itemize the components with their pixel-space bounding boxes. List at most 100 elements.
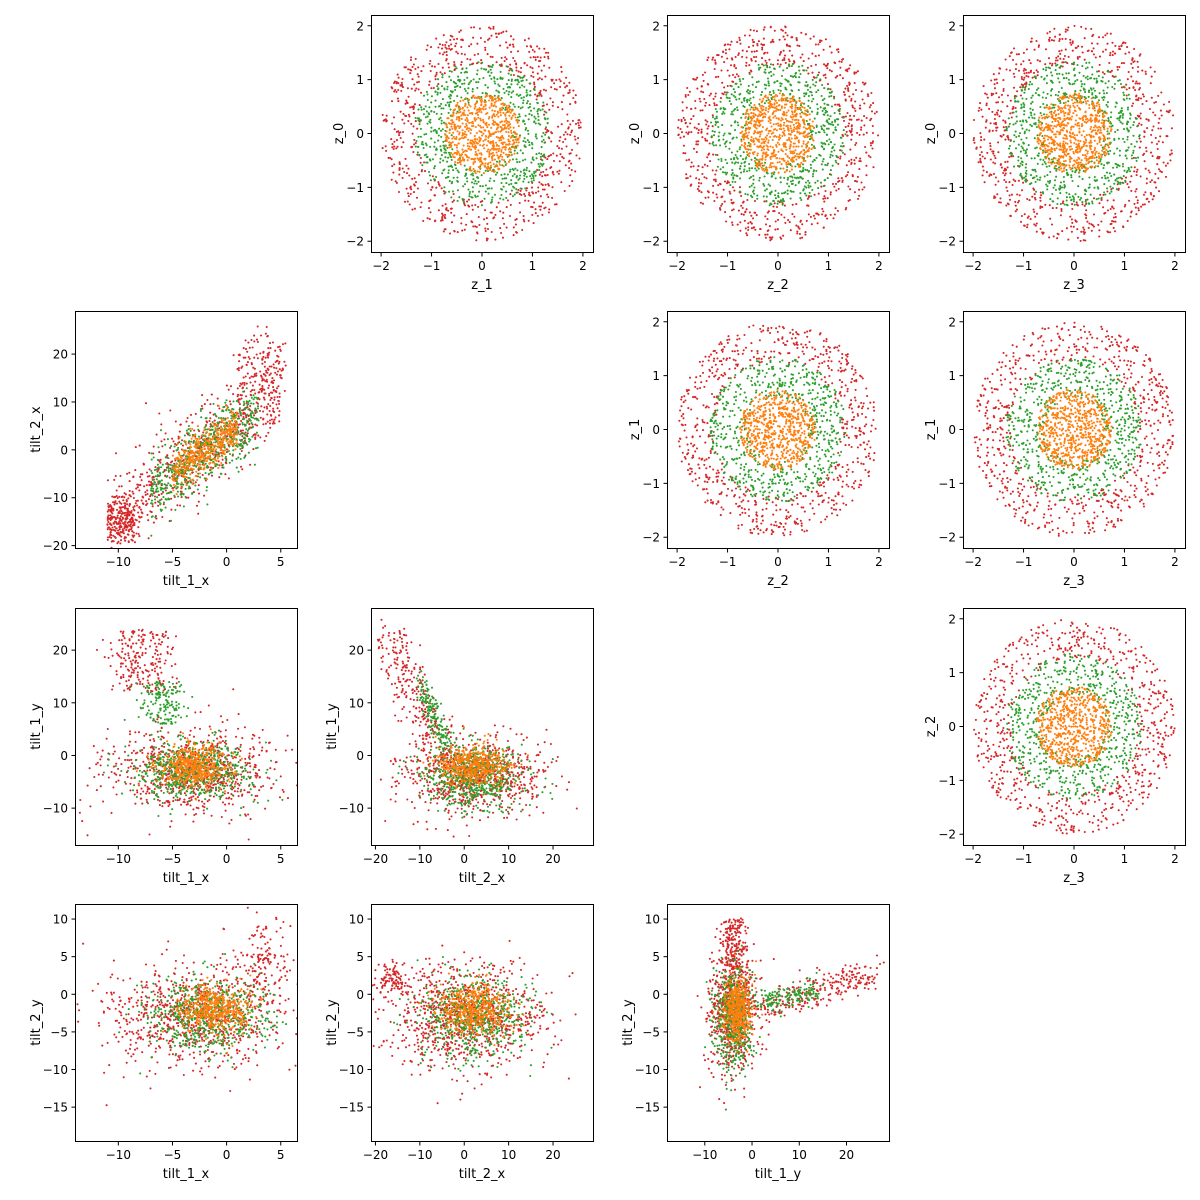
scatter-point bbox=[778, 143, 781, 146]
scatter-point bbox=[1059, 57, 1062, 60]
scatter-point bbox=[1131, 66, 1134, 69]
scatter-point bbox=[1012, 140, 1016, 143]
scatter-point bbox=[776, 62, 779, 66]
scatter-point bbox=[459, 159, 462, 162]
scatter-point bbox=[447, 175, 450, 178]
scatter-point bbox=[829, 88, 832, 91]
scatter-point bbox=[750, 111, 753, 114]
scatter-point bbox=[410, 188, 413, 191]
scatter-point bbox=[742, 151, 745, 154]
scatter-point bbox=[791, 111, 794, 114]
scatter-point bbox=[1131, 80, 1135, 83]
scatter-point bbox=[454, 65, 457, 68]
scatter-point bbox=[505, 30, 508, 33]
scatter-point bbox=[1036, 74, 1039, 77]
scatter-point bbox=[562, 94, 565, 97]
scatter-point bbox=[1128, 97, 1131, 100]
scatter-point bbox=[719, 144, 722, 147]
scatter-point bbox=[734, 76, 737, 79]
scatter-point bbox=[826, 217, 829, 220]
scatter-point bbox=[472, 36, 475, 39]
scatter-point bbox=[790, 121, 793, 124]
scatter-point bbox=[1141, 203, 1144, 206]
scatter-point bbox=[472, 125, 475, 128]
scatter-point bbox=[523, 61, 526, 64]
scatter-point bbox=[391, 165, 394, 168]
scatter-point bbox=[1084, 91, 1087, 94]
scatter-point bbox=[577, 126, 581, 129]
scatter-point bbox=[460, 71, 463, 74]
scatter-point bbox=[806, 110, 809, 113]
scatter-point bbox=[761, 158, 764, 161]
scatter-point bbox=[483, 164, 486, 167]
scatter-point bbox=[457, 75, 460, 78]
scatter-point bbox=[391, 146, 394, 149]
scatter-point bbox=[1090, 27, 1093, 30]
scatter-point bbox=[791, 176, 794, 179]
scatter-point bbox=[680, 131, 684, 134]
scatter-point bbox=[803, 136, 807, 139]
scatter-point bbox=[803, 185, 806, 188]
scatter-point bbox=[1098, 229, 1101, 232]
scatter-point bbox=[516, 161, 519, 164]
scatter-point bbox=[748, 177, 751, 180]
scatter-point bbox=[740, 116, 743, 119]
scatter-point bbox=[769, 145, 772, 148]
scatter-point bbox=[507, 127, 510, 130]
scatter-point bbox=[543, 141, 546, 144]
scatter-point bbox=[510, 91, 513, 94]
scatter-point bbox=[532, 179, 535, 182]
scatter-point bbox=[1015, 208, 1019, 211]
scatter-point bbox=[1017, 199, 1021, 202]
scatter-point bbox=[1102, 89, 1105, 92]
scatter-point bbox=[751, 76, 754, 79]
scatter-point bbox=[707, 196, 710, 199]
scatter-point bbox=[499, 44, 502, 47]
scatter-point bbox=[753, 120, 756, 123]
scatter-point bbox=[510, 83, 513, 86]
scatter-point bbox=[1172, 114, 1175, 117]
scatter-point bbox=[707, 83, 710, 86]
scatter-point bbox=[704, 137, 707, 140]
scatter-point bbox=[811, 160, 814, 163]
scatter-point bbox=[455, 167, 458, 170]
scatter-point bbox=[775, 129, 778, 132]
scatter-point bbox=[766, 148, 769, 151]
scatter-point bbox=[444, 43, 447, 47]
scatter-point bbox=[434, 75, 437, 78]
scatter-point bbox=[483, 68, 486, 71]
scatter-point bbox=[1000, 110, 1003, 113]
scatter-point bbox=[841, 180, 844, 184]
scatter-point bbox=[522, 119, 525, 122]
scatter-point bbox=[1129, 126, 1132, 129]
scatter-point bbox=[855, 71, 858, 74]
scatter-point bbox=[1025, 172, 1028, 175]
scatter-point bbox=[529, 82, 532, 85]
scatter-point bbox=[500, 231, 503, 235]
scatter-point bbox=[517, 70, 520, 73]
scatter-point bbox=[575, 154, 578, 157]
scatter-point bbox=[504, 56, 507, 59]
scatter-point bbox=[414, 145, 417, 148]
scatter-point bbox=[728, 132, 731, 135]
scatter-point bbox=[487, 140, 490, 143]
scatter-point bbox=[732, 94, 735, 97]
scatter-point bbox=[743, 96, 746, 100]
scatter-point bbox=[1112, 166, 1115, 169]
scatter-point bbox=[537, 119, 540, 122]
scatter-point bbox=[997, 141, 1000, 144]
scatter-point bbox=[440, 102, 443, 105]
scatter-point bbox=[749, 148, 752, 151]
scatter-point bbox=[547, 57, 550, 60]
scatter-point bbox=[524, 172, 527, 176]
scatter-point bbox=[515, 93, 518, 96]
scatter-point bbox=[1134, 190, 1137, 193]
scatter-point bbox=[482, 139, 485, 143]
scatter-point bbox=[1109, 116, 1112, 119]
scatter-point bbox=[519, 71, 522, 74]
scatter-point bbox=[1061, 230, 1064, 233]
scatter-point bbox=[837, 177, 840, 180]
scatter-point bbox=[796, 44, 799, 47]
scatter-point bbox=[797, 145, 800, 148]
scatter-point bbox=[487, 165, 490, 168]
